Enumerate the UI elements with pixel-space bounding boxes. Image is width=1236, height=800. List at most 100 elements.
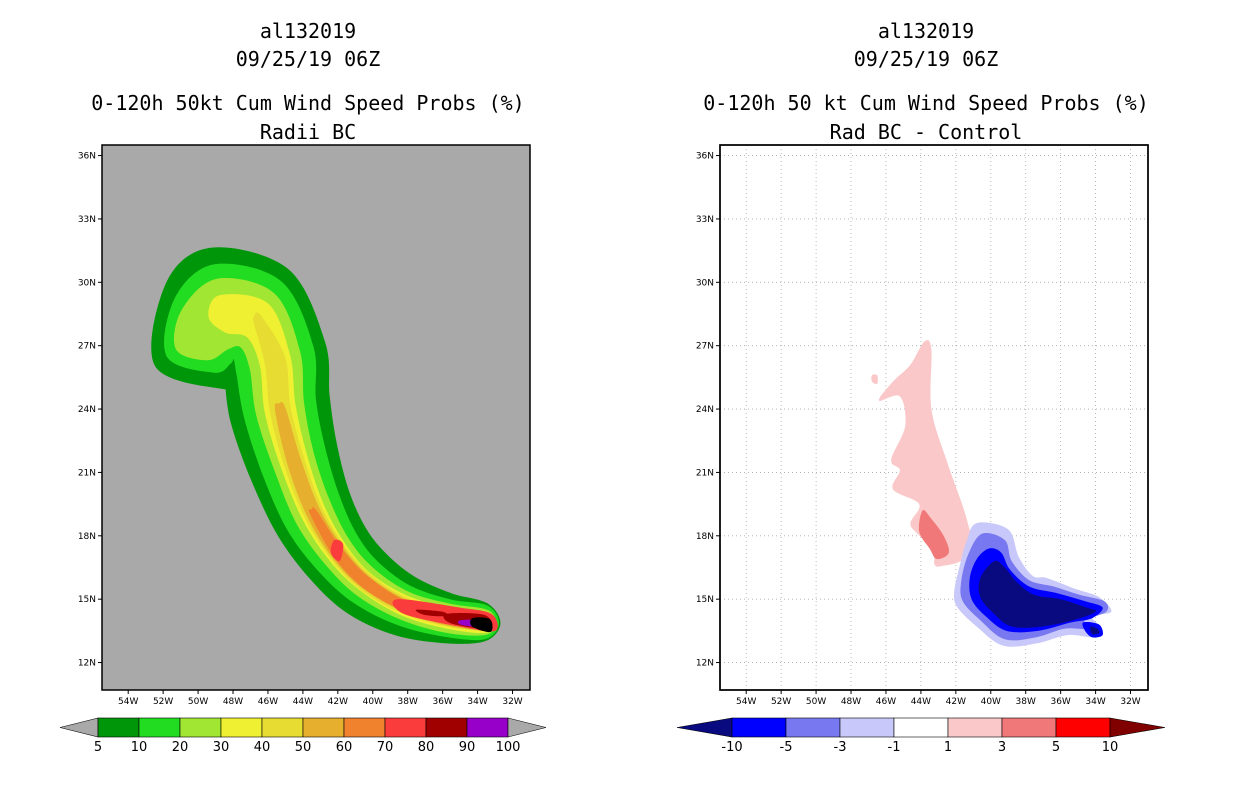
- left-storm-id: al132019: [260, 19, 356, 43]
- colorbar-segment: [839, 717, 895, 738]
- x-tick-label: 38W: [398, 697, 418, 707]
- y-tick-label: 12N: [696, 659, 714, 669]
- colorbar-label: 60: [336, 740, 353, 755]
- right-colorbar: -10 -5 -3 -1 1 3 5 10: [676, 717, 1166, 755]
- prob-contour-100pct: [470, 617, 493, 633]
- x-tick-label: 32W: [1120, 697, 1140, 707]
- colorbar-label: -10: [721, 740, 742, 755]
- colorbar-segment: [893, 717, 949, 738]
- diff-region-pos-3: [918, 509, 950, 560]
- colorbar-label: 5: [1052, 740, 1060, 755]
- left-title: 0-120h 50kt Cum Wind Speed Probs (%): [91, 91, 524, 115]
- colorbar-segment: [343, 717, 386, 738]
- left-datetime: 09/25/19 06Z: [236, 47, 381, 71]
- plot-frame: [101, 144, 531, 691]
- diff-region-neg10: [1090, 626, 1100, 635]
- x-tick-label: 52W: [153, 697, 173, 707]
- colorbar-label: -3: [834, 740, 847, 755]
- x-tick-label: 46W: [876, 697, 896, 707]
- x-tick-label: 54W: [118, 697, 138, 707]
- y-tick-label: 24N: [78, 405, 96, 415]
- y-tick-label: 21N: [78, 468, 96, 478]
- right-difference-map: 54W 52W 50W 48W 46W 44W 42W 40W 38W 36W 34W 32W 12N 1…: [696, 144, 1149, 707]
- x-tick-label: 36W: [432, 697, 452, 707]
- colorbar-label: 50: [295, 740, 312, 755]
- colorbar-label: 5: [94, 740, 102, 755]
- colorbar-segment: [97, 717, 140, 738]
- x-tick-label: 34W: [1085, 697, 1105, 707]
- colorbar-label: 80: [418, 740, 435, 755]
- colorbar-label: 30: [213, 740, 230, 755]
- colorbar-label: 70: [377, 740, 394, 755]
- y-tick-label: 27N: [696, 342, 714, 352]
- left-colorbar: 5 10 20 30 40 50 60 70 80 90 100: [59, 717, 547, 755]
- prob-contour-20pct: [173, 277, 496, 636]
- colorbar-label: 90: [459, 740, 476, 755]
- left-subtitle: Radii BC: [260, 120, 356, 144]
- colorbar-label: 100: [496, 740, 521, 755]
- y-tick-label: 36N: [78, 152, 96, 162]
- colorbar-label: 1: [944, 740, 952, 755]
- right-storm-id: al132019: [878, 19, 974, 43]
- x-tick-label: 36W: [1050, 697, 1070, 707]
- x-tick-label: 50W: [806, 697, 826, 707]
- colorbar-segment: [302, 717, 345, 738]
- x-tick-label: 48W: [841, 697, 861, 707]
- colorbar-label: 40: [254, 740, 271, 755]
- colorbar-extend-high: [507, 717, 547, 738]
- colorbar-segment: [785, 717, 841, 738]
- x-tick-label: 50W: [188, 697, 208, 707]
- left-probability-map: 54W 52W 50W 48W 46W 44W 42W 40W 38W 36W 34W 32W 12N 1…: [78, 144, 531, 707]
- x-tick-label: 40W: [981, 697, 1001, 707]
- colorbar-label: 20: [172, 740, 189, 755]
- colorbar-extend-high: [1109, 717, 1166, 738]
- y-tick-label: 30N: [696, 278, 714, 288]
- y-tick-label: 18N: [696, 532, 714, 542]
- colorbar-segment: [220, 717, 263, 738]
- colorbar-segment: [261, 717, 304, 738]
- x-tick-label: 42W: [946, 697, 966, 707]
- y-tick-label: 24N: [696, 405, 714, 415]
- x-tick-label: 46W: [258, 697, 278, 707]
- colorbar-label: 10: [131, 740, 148, 755]
- colorbar-extend-low: [59, 717, 99, 738]
- colorbar-segment: [466, 717, 509, 738]
- diff-region-pos-1: [871, 374, 878, 385]
- prob-contour-70pct: [330, 539, 344, 562]
- colorbar-segment: [179, 717, 222, 738]
- x-tick-label: 40W: [363, 697, 383, 707]
- colorbar-label: -5: [780, 740, 793, 755]
- colorbar-segment: [731, 717, 787, 738]
- x-tick-label: 32W: [502, 697, 522, 707]
- x-tick-label: 44W: [911, 697, 931, 707]
- colorbar-label: 3: [998, 740, 1006, 755]
- y-tick-label: 15N: [78, 595, 96, 605]
- colorbar-segment: [384, 717, 427, 738]
- colorbar-segment: [138, 717, 181, 738]
- x-tick-label: 34W: [467, 697, 487, 707]
- x-tick-label: 44W: [293, 697, 313, 707]
- y-tick-label: 18N: [78, 532, 96, 542]
- right-datetime: 09/25/19 06Z: [854, 47, 999, 71]
- right-subtitle: Rad BC - Control: [830, 120, 1023, 144]
- diff-region-neg10: [978, 560, 1097, 628]
- x-tick-label: 38W: [1016, 697, 1036, 707]
- y-tick-label: 15N: [696, 595, 714, 605]
- y-tick-label: 33N: [78, 215, 96, 225]
- colorbar-segment: [1055, 717, 1111, 738]
- right-title: 0-120h 50 kt Cum Wind Speed Probs (%): [703, 91, 1149, 115]
- colorbar-label: 10: [1102, 740, 1119, 755]
- y-tick-label: 12N: [78, 659, 96, 669]
- colorbar-segment: [1001, 717, 1057, 738]
- y-tick-label: 36N: [696, 152, 714, 162]
- x-tick-label: 54W: [736, 697, 756, 707]
- plot-frame-top: [719, 144, 1149, 691]
- colorbar-segment: [425, 717, 468, 738]
- prob-contour-80pct: [415, 609, 448, 617]
- diff-region-pos-1: [878, 340, 979, 567]
- x-tick-label: 48W: [223, 697, 243, 707]
- y-tick-label: 21N: [696, 468, 714, 478]
- x-tick-label: 52W: [771, 697, 791, 707]
- x-tick-label: 42W: [328, 697, 348, 707]
